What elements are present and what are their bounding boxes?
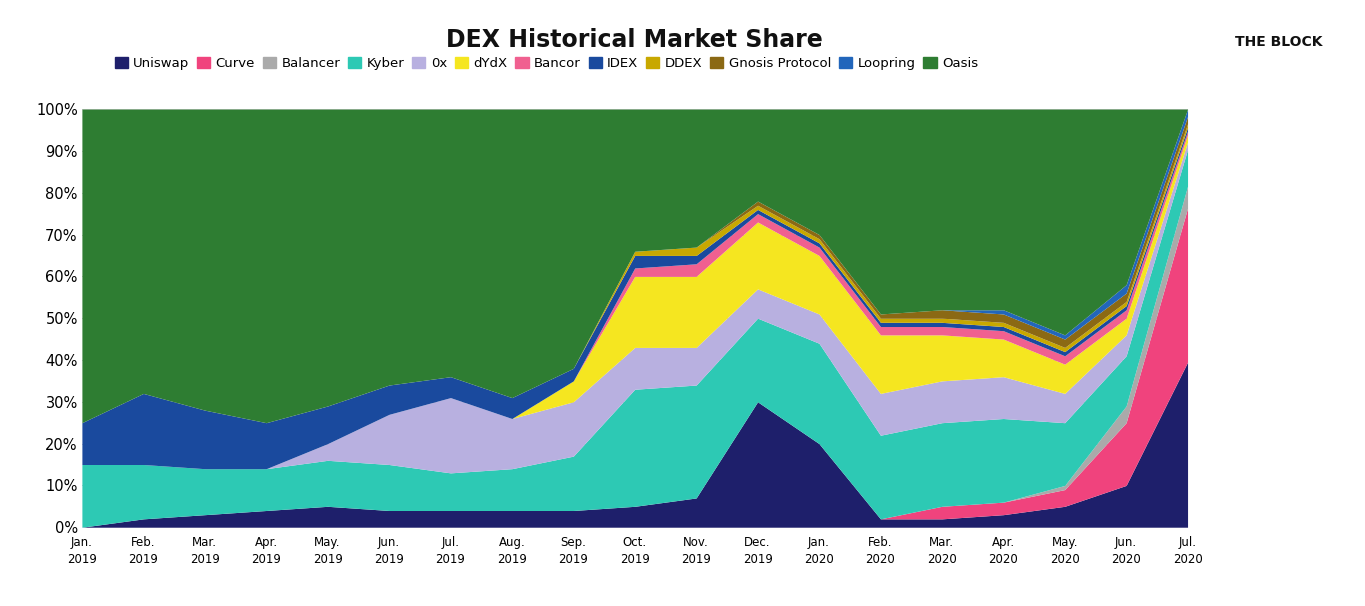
- Legend: Uniswap, Curve, Balancer, Kyber, 0x, dYdX, Bancor, IDEX, DDEX, Gnosis Protocol, : Uniswap, Curve, Balancer, Kyber, 0x, dYd…: [115, 57, 977, 70]
- Title: DEX Historical Market Share: DEX Historical Market Share: [446, 28, 823, 52]
- Text: THE BLOCK: THE BLOCK: [1235, 35, 1323, 50]
